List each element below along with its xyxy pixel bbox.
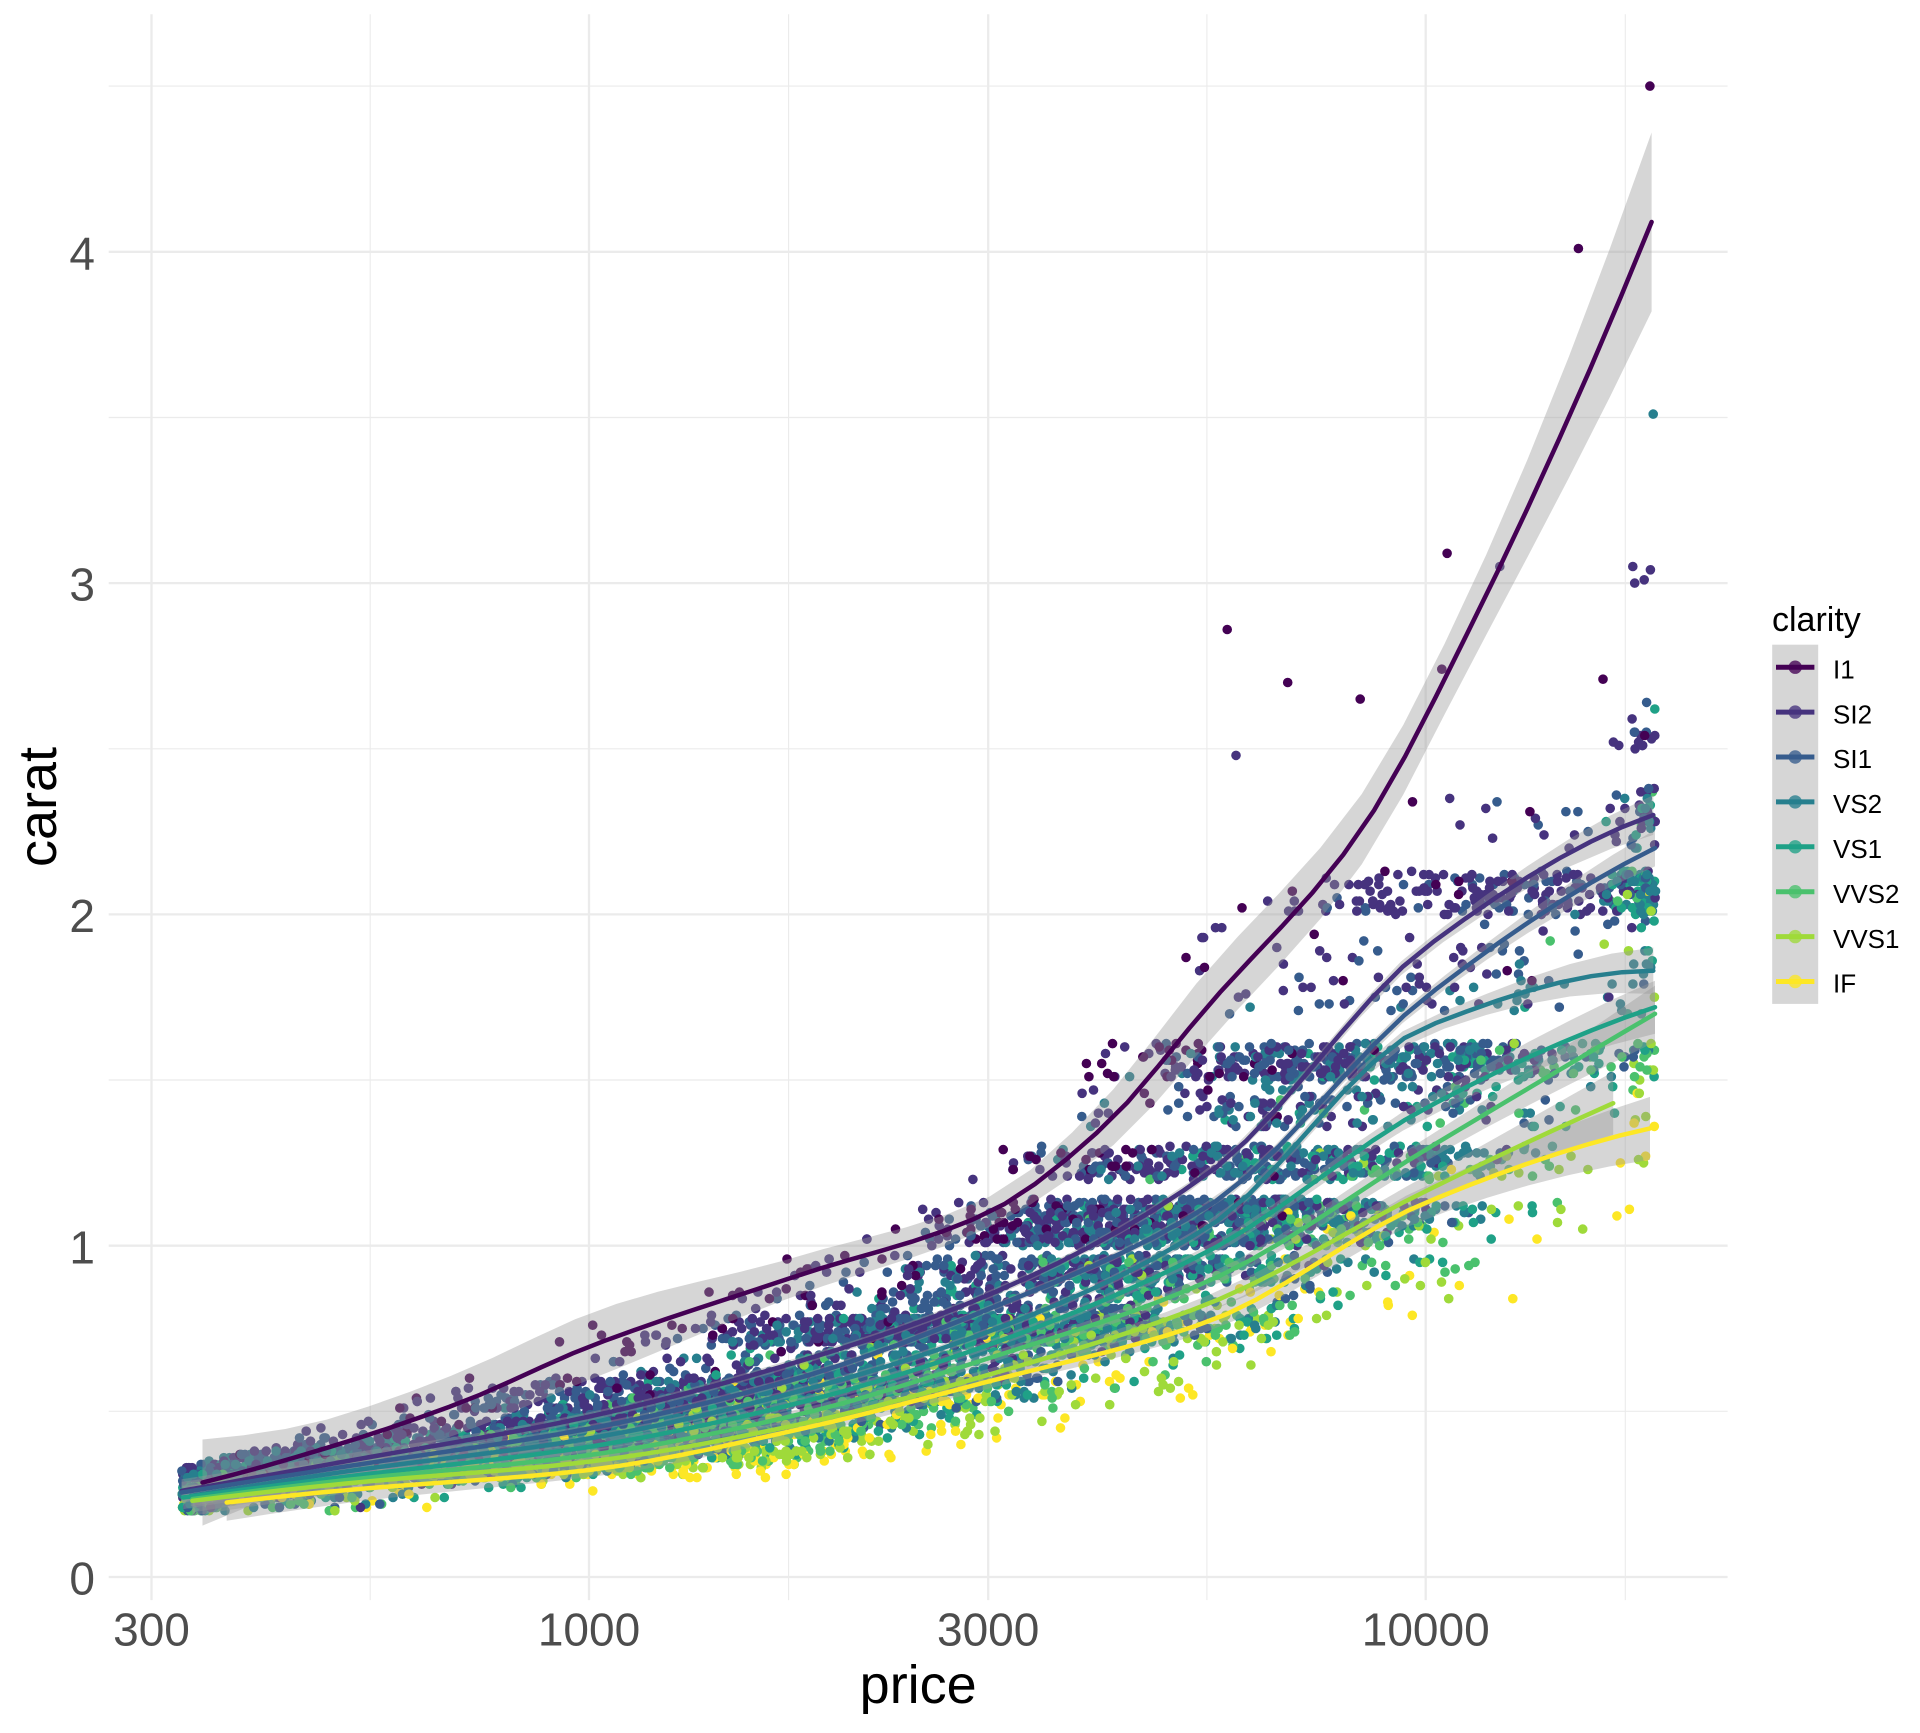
svg-text:1: 1 <box>69 1221 95 1273</box>
svg-text:SI1: SI1 <box>1833 744 1872 774</box>
svg-text:2: 2 <box>69 890 95 942</box>
svg-text:VS1: VS1 <box>1833 834 1882 864</box>
svg-text:3000: 3000 <box>937 1604 1039 1656</box>
svg-text:VVS2: VVS2 <box>1833 879 1900 909</box>
svg-text:1000: 1000 <box>538 1604 640 1656</box>
svg-text:VVS1: VVS1 <box>1833 924 1900 954</box>
svg-text:SI2: SI2 <box>1833 699 1872 729</box>
svg-text:4: 4 <box>69 227 95 279</box>
svg-text:10000: 10000 <box>1362 1604 1490 1656</box>
svg-text:0: 0 <box>69 1553 95 1605</box>
svg-text:3: 3 <box>69 559 95 611</box>
svg-text:IF: IF <box>1833 969 1856 999</box>
svg-text:VS2: VS2 <box>1833 789 1882 819</box>
svg-text:300: 300 <box>113 1604 190 1656</box>
svg-text:carat: carat <box>8 747 68 867</box>
svg-text:clarity: clarity <box>1772 601 1861 639</box>
svg-text:price: price <box>860 1655 977 1715</box>
svg-text:I1: I1 <box>1833 654 1855 684</box>
